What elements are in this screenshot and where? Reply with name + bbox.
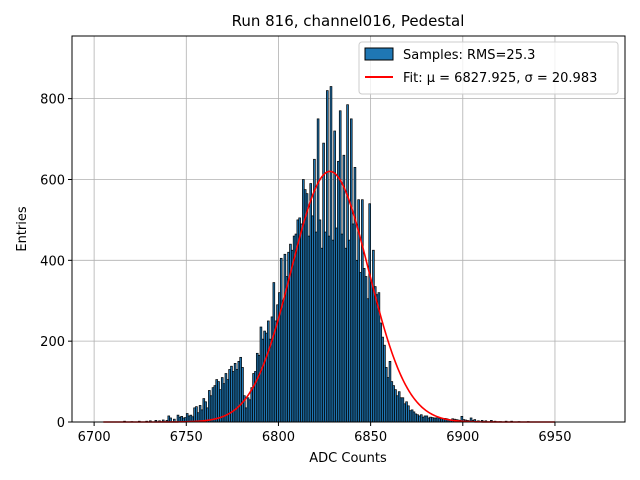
x-axis-label: ADC Counts	[309, 451, 387, 466]
legend-label-samples: Samples: RMS=25.3	[403, 48, 535, 63]
x-tick-label: 6850	[354, 430, 387, 445]
histogram-bars	[123, 86, 530, 423]
x-tick-label: 6800	[262, 430, 295, 445]
x-tick-label: 6950	[538, 430, 571, 445]
x-tick-label: 6750	[170, 430, 203, 445]
legend-label-fit: Fit: μ = 6827.925, σ = 20.983	[403, 71, 597, 86]
y-tick-label: 600	[40, 173, 65, 188]
plot-frame	[71, 35, 626, 423]
y-tick-label: 200	[40, 335, 65, 350]
legend-box	[358, 41, 619, 95]
legend-swatch-samples	[364, 47, 394, 61]
y-axis-label: Entries	[15, 206, 30, 252]
y-tick-label: 800	[40, 93, 65, 108]
y-tick-label: 0	[57, 416, 65, 431]
y-tick-label: 400	[40, 254, 65, 269]
x-tick-label: 6900	[446, 430, 479, 445]
legend: Samples: RMS=25.3 Fit: μ = 6827.925, σ =…	[358, 41, 619, 95]
chart-title: Run 816, channel016, Pedestal	[232, 12, 465, 30]
x-axis-ticks: 6700 6750 6800 6850 6900 6950	[78, 422, 572, 445]
x-tick-label: 6700	[78, 430, 111, 445]
y-axis-ticks: 0 200 400 600 800	[40, 93, 72, 431]
